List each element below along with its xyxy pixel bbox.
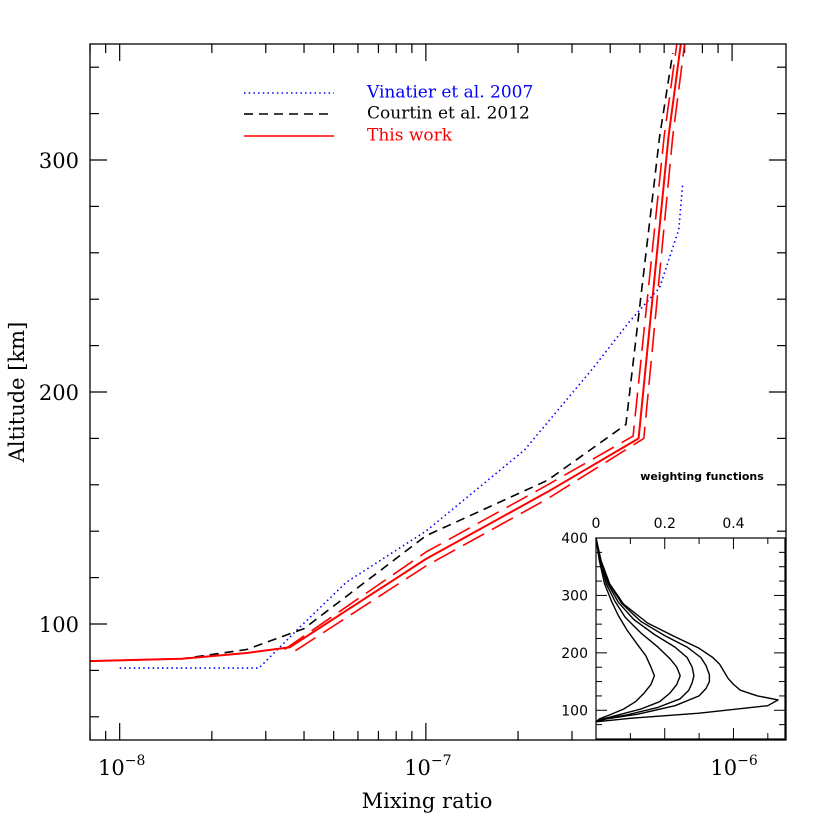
series-line-2 bbox=[89, 43, 682, 663]
weighting-function-0 bbox=[595, 537, 656, 723]
inset-title: weighting functions bbox=[640, 470, 764, 483]
inset-y-tick-label: 200 bbox=[561, 646, 588, 662]
legend-label-vinatier: Vinatier et al. 2007 bbox=[366, 83, 533, 103]
series-line-4 bbox=[294, 43, 686, 652]
x-tick-label: 10−6 bbox=[710, 753, 757, 780]
series-line-3 bbox=[283, 43, 678, 651]
inset-x-tick-label: 0 bbox=[592, 516, 601, 532]
weighting-function-4 bbox=[595, 537, 779, 723]
legend: Vinatier et al. 2007 Courtin et al. 2012… bbox=[244, 83, 533, 146]
inset-series-lines bbox=[595, 537, 779, 723]
inset-y-tick-label: 300 bbox=[561, 588, 588, 604]
weighting-function-2 bbox=[595, 537, 695, 723]
main-plot-frame bbox=[89, 43, 787, 741]
main-series-lines bbox=[89, 43, 686, 669]
x-axis-label: Mixing ratio bbox=[362, 789, 493, 813]
y-tick-label: 200 bbox=[39, 381, 79, 405]
x-tick-label: 10−7 bbox=[404, 753, 451, 780]
legend-label-this-work: This work bbox=[367, 126, 453, 146]
inset-y-tick-label: 100 bbox=[561, 703, 588, 719]
series-line-0 bbox=[119, 183, 684, 669]
y-axis-label: Altitude [km] bbox=[5, 322, 29, 464]
x-tick-label: 10−8 bbox=[98, 753, 145, 780]
inset-weighting-functions: 0 0.2 0.4 100 200 300 400 weighting functions bbox=[561, 470, 786, 740]
weighting-function-1 bbox=[595, 537, 681, 723]
legend-label-courtin: Courtin et al. 2012 bbox=[367, 104, 530, 124]
inset-x-tick-label: 0.4 bbox=[722, 516, 744, 532]
series-line-1 bbox=[89, 53, 674, 662]
inset-axis-ticks bbox=[595, 537, 785, 739]
y-tick-label: 100 bbox=[39, 613, 79, 637]
inset-x-tick-label: 0.2 bbox=[654, 516, 676, 532]
weighting-function-3 bbox=[595, 537, 711, 723]
inset-axis-tick-labels: 0 0.2 0.4 100 200 300 400 bbox=[561, 516, 744, 719]
inset-background bbox=[596, 538, 785, 739]
y-tick-label: 300 bbox=[39, 149, 79, 173]
inset-frame bbox=[595, 537, 786, 740]
inset-y-tick-label: 400 bbox=[561, 531, 588, 547]
main-axis-tick-labels: 10−8 10−7 10−6 100 200 300 bbox=[39, 149, 758, 780]
